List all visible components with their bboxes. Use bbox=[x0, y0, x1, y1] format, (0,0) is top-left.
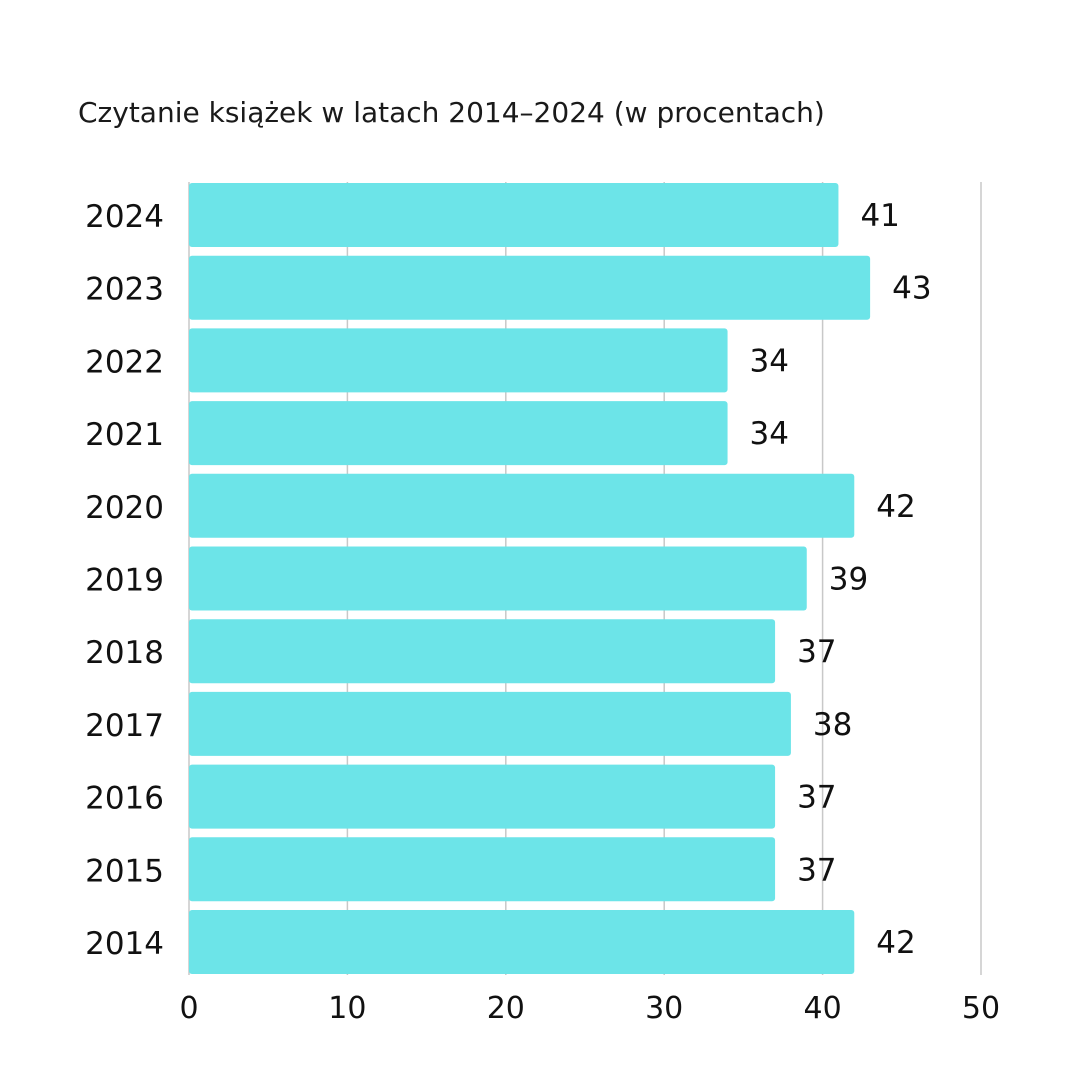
bar-2022 bbox=[189, 328, 728, 393]
category-label-2017: 2017 bbox=[85, 708, 164, 744]
bar-2018 bbox=[189, 619, 776, 684]
data-label-2021: 34 bbox=[750, 416, 789, 452]
data-label-2023: 43 bbox=[892, 271, 931, 307]
x-tick-label-20: 20 bbox=[487, 991, 525, 1026]
chart-title: Czytanie książek w latach 2014–2024 (w p… bbox=[78, 96, 825, 129]
data-labels: 41 43 34 34 42 39 37 38 37 37 42 bbox=[750, 198, 932, 961]
category-label-2024: 2024 bbox=[85, 199, 164, 235]
bar-2016 bbox=[189, 764, 776, 829]
x-tick-label-50: 50 bbox=[962, 991, 1000, 1026]
data-label-2014: 42 bbox=[876, 925, 915, 961]
category-label-2015: 2015 bbox=[85, 853, 164, 889]
bar-2023 bbox=[189, 255, 871, 320]
category-label-2016: 2016 bbox=[85, 781, 164, 817]
category-label-2023: 2023 bbox=[85, 272, 164, 308]
bars bbox=[189, 183, 871, 974]
data-label-2024: 41 bbox=[860, 198, 899, 234]
x-tick-label-30: 30 bbox=[645, 991, 683, 1026]
category-label-2022: 2022 bbox=[85, 344, 164, 380]
x-tick-label-10: 10 bbox=[328, 991, 366, 1026]
bar-2017 bbox=[189, 691, 791, 756]
bar-2024 bbox=[189, 183, 839, 247]
data-label-2018: 37 bbox=[797, 634, 836, 670]
bar-2019 bbox=[189, 546, 807, 611]
data-label-2019: 39 bbox=[829, 562, 868, 598]
category-label-2021: 2021 bbox=[85, 417, 164, 453]
bar-2015 bbox=[189, 837, 776, 902]
category-label-2014: 2014 bbox=[85, 926, 164, 962]
x-tick-label-0: 0 bbox=[179, 991, 198, 1026]
data-label-2022: 34 bbox=[750, 343, 789, 379]
data-label-2015: 37 bbox=[797, 852, 836, 888]
x-axis-tick-labels: 0 10 20 30 40 50 bbox=[179, 991, 1000, 1026]
category-label-2020: 2020 bbox=[85, 490, 164, 526]
bar-2020 bbox=[189, 473, 855, 538]
category-label-2019: 2019 bbox=[85, 563, 164, 599]
category-labels: 2024 2023 2022 2021 2020 2019 2018 2017 2016 2015… bbox=[85, 199, 164, 962]
x-tick-label-40: 40 bbox=[804, 991, 842, 1026]
category-label-2018: 2018 bbox=[85, 635, 164, 671]
bar-2014 bbox=[189, 910, 855, 974]
bar-2021 bbox=[189, 401, 728, 466]
data-label-2016: 37 bbox=[797, 780, 836, 816]
data-label-2020: 42 bbox=[876, 489, 915, 525]
data-label-2017: 38 bbox=[813, 707, 852, 743]
